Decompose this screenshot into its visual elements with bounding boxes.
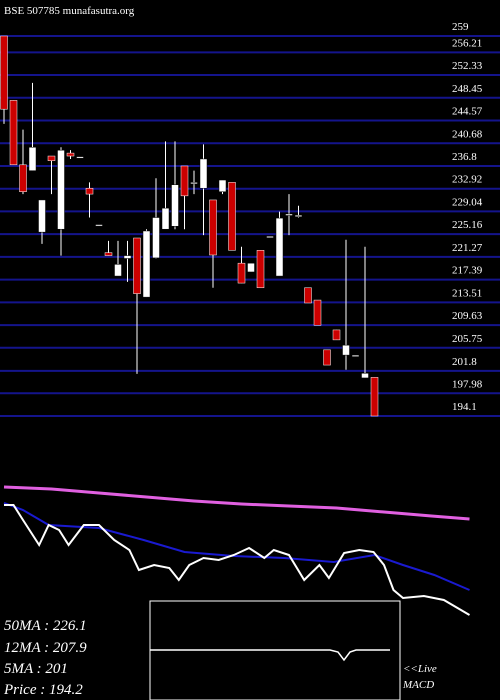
candle-body [95,224,103,227]
candle-body [85,187,94,195]
candle-body [323,349,331,366]
stat: Price : 194.2 [3,682,83,698]
ma-line [4,504,471,616]
ma-line [3,485,470,521]
candle-body [370,377,379,417]
candle-body [275,217,284,277]
y-tick-label: 217.39 [452,265,483,277]
candle-body [180,165,189,197]
candle-body [304,287,312,304]
candle-body [47,155,56,161]
y-tick-label: 225.16 [452,219,483,231]
candle-body [351,354,360,357]
y-tick-label: 209.63 [452,310,483,322]
y-tick-label: 232.92 [452,174,482,186]
y-tick-label: 229.04 [452,196,483,208]
candle-body [28,146,37,171]
stat: 12MA : 207.9 [4,640,87,656]
candle-body [19,164,27,192]
candle-body [342,344,350,356]
candle-body [361,373,369,379]
candle-body [256,250,265,289]
y-tick-label: 252.33 [452,60,483,72]
stat: 50MA : 226.1 [4,618,87,634]
chart-title: BSE 507785 munafasutra.org [4,5,135,17]
y-tick-label: 240.68 [452,128,483,140]
candle-body [209,199,217,256]
candle-body [228,182,236,251]
candle-body [123,255,132,259]
y-tick-label: 248.45 [452,83,483,95]
macd-label: <<Live [403,663,437,675]
candle-body [247,262,255,273]
candle-body [161,207,170,230]
macd-label: MACD [402,679,434,691]
y-tick-label: 197.98 [452,378,483,390]
candle-body [294,214,303,217]
candle-body [218,179,227,192]
candle-body [0,35,8,110]
y-tick-label: 256.21 [452,37,482,49]
candle-body [38,199,46,233]
y-tick-label: 194.1 [452,401,477,413]
y-tick-label: 201.8 [452,356,477,368]
y-tick-label: 236.8 [452,151,477,163]
y-tick-label: 244.57 [452,105,483,117]
y-tick-label: 221.27 [452,242,483,254]
candle-body [313,299,322,326]
candle-body [142,230,151,298]
candle-body [171,184,179,227]
stat: 5MA : 201 [4,661,68,677]
candle-body [9,100,18,166]
candle-body [332,329,341,341]
candle-body [237,262,246,284]
candle-body [66,152,75,157]
y-tick-label: 205.75 [452,333,483,345]
y-tick-label: 259 [452,21,469,33]
candle-body [114,264,122,277]
candle-body [152,217,160,259]
candle-body [266,235,274,238]
macd-line [150,649,390,662]
ma-line [3,502,470,591]
candle-body [199,158,208,189]
candle-body [190,182,198,185]
y-tick-label: 213.51 [452,287,482,299]
candle-body [285,213,293,216]
candle-body [76,156,84,159]
candle-body [57,149,65,230]
candle-body [104,252,113,256]
candle-body [133,237,141,294]
